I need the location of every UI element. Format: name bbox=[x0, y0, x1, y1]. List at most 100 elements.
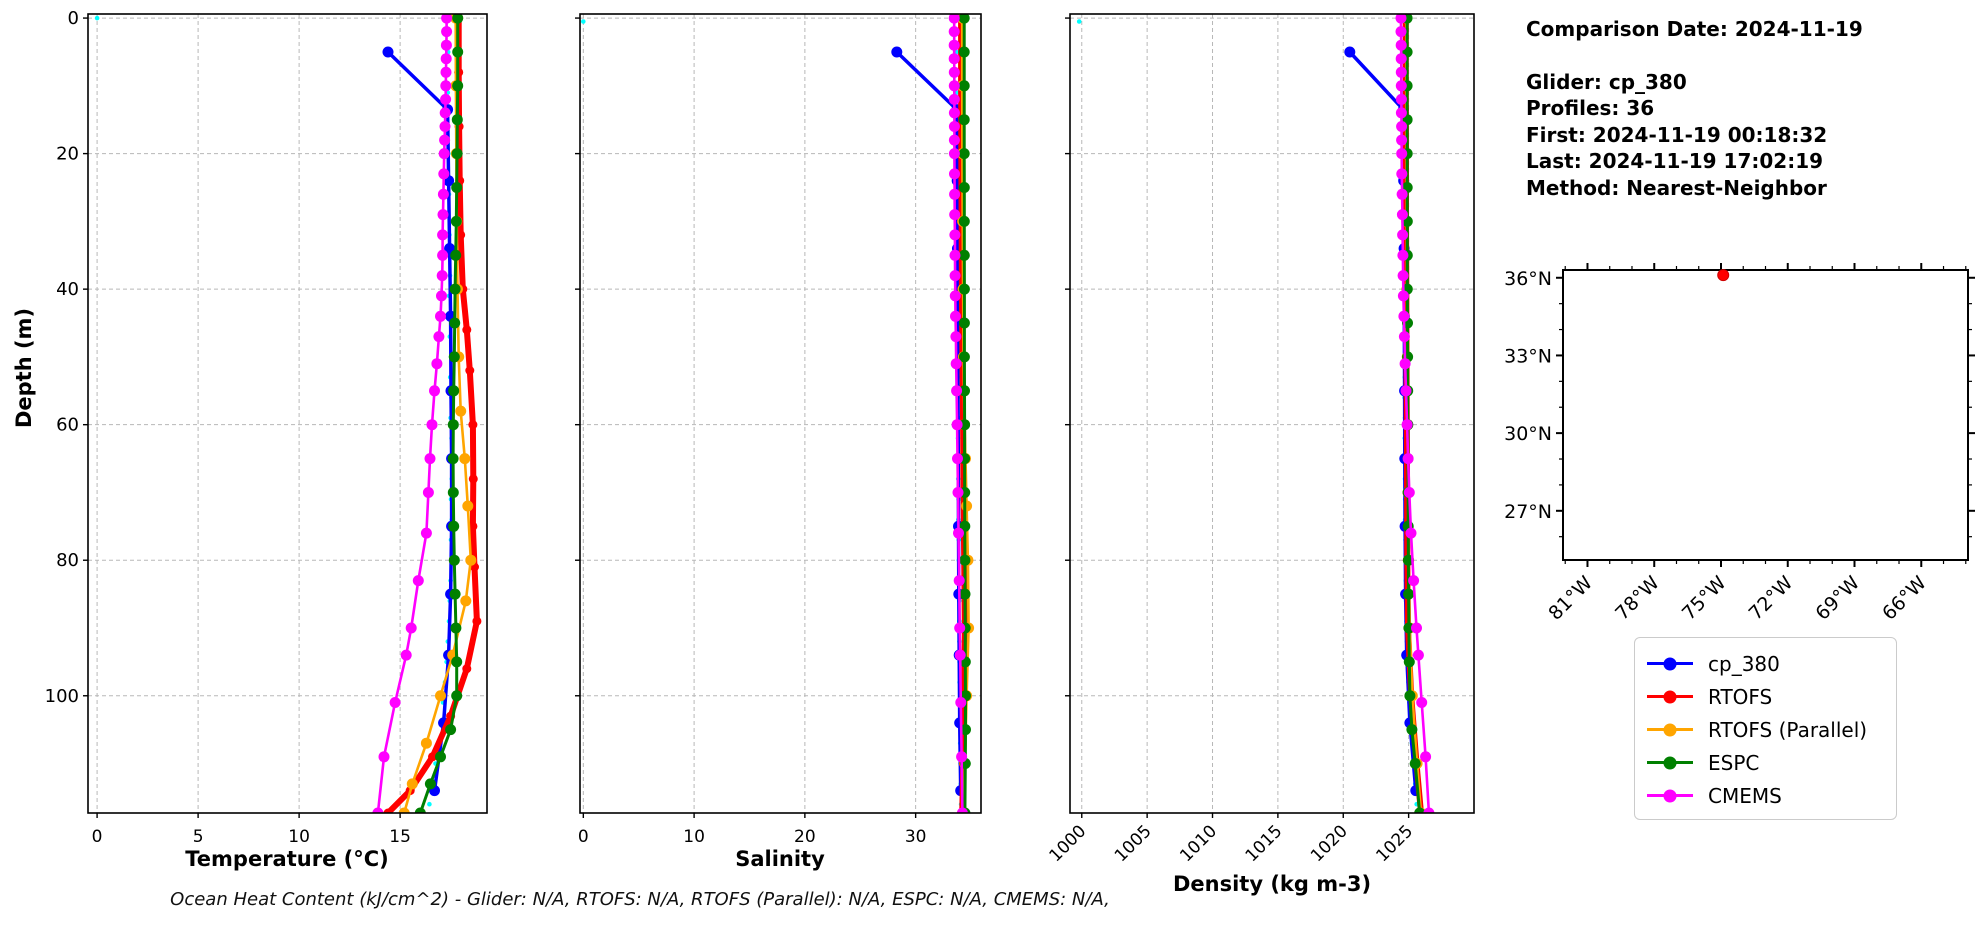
cmems-marker bbox=[954, 649, 966, 661]
espc-line-swatch bbox=[1647, 756, 1693, 769]
cmems-marker bbox=[440, 39, 452, 51]
espc-marker bbox=[452, 46, 464, 58]
cmems-marker bbox=[1397, 270, 1409, 282]
river bbox=[1563, 384, 1579, 397]
espc-marker bbox=[958, 215, 970, 227]
salinity-plot: 0 10 20 30 bbox=[575, 13, 982, 847]
density-series-layer bbox=[1076, 14, 1435, 813]
cmems-marker bbox=[440, 80, 452, 92]
sound-water bbox=[1681, 296, 1713, 300]
espc-marker bbox=[958, 182, 970, 193]
espc-marker bbox=[452, 14, 464, 24]
rtofs-marker bbox=[428, 752, 437, 762]
cmems-marker bbox=[1395, 14, 1407, 24]
x-tick-label: 1015 bbox=[1242, 821, 1287, 866]
island bbox=[1905, 372, 1910, 375]
cmems-marker bbox=[949, 188, 961, 200]
river bbox=[1567, 306, 1600, 348]
cmems-marker bbox=[378, 751, 390, 763]
map-frame bbox=[1562, 269, 1969, 561]
cp-380-raw-marker bbox=[1076, 19, 1082, 24]
cp-380-marker bbox=[1344, 46, 1356, 58]
cmems-marker bbox=[1397, 290, 1409, 302]
river bbox=[1607, 270, 1645, 322]
espc-marker bbox=[450, 249, 462, 261]
salinity-axis-label: Salinity bbox=[735, 847, 825, 871]
espc-marker bbox=[448, 385, 460, 397]
x-tick-label: 1000 bbox=[1046, 821, 1091, 866]
cmems-marker bbox=[949, 270, 961, 282]
cmems-marker bbox=[439, 121, 451, 132]
legend-item-cmems: CMEMS bbox=[1647, 779, 1888, 812]
legend-label-rtofs: RTOFS bbox=[1708, 684, 1773, 709]
lake bbox=[1586, 507, 1597, 517]
rtofs-temperature-line bbox=[385, 15, 480, 813]
density-plot: 1000 1005 1010 1015 1020 1025 bbox=[1046, 13, 1475, 866]
cmems-marker bbox=[948, 26, 960, 38]
info-block: Comparison Date: 2024-11-19 Glider: cp_3… bbox=[1526, 16, 1863, 201]
rtofs-parallel-marker bbox=[398, 807, 410, 813]
espc-marker bbox=[448, 520, 460, 532]
cp-380-marker bbox=[382, 46, 394, 58]
cmems-marker bbox=[1396, 121, 1408, 132]
river bbox=[1634, 270, 1671, 300]
cmems-line-swatch bbox=[1647, 789, 1693, 802]
island bbox=[1692, 520, 1698, 536]
espc-marker bbox=[448, 351, 460, 363]
espc-marker bbox=[447, 419, 459, 431]
cmems-marker bbox=[437, 249, 449, 261]
rtofs-marker bbox=[383, 808, 393, 813]
cmems-marker bbox=[956, 751, 968, 763]
map-lat-label: 30°N bbox=[1504, 423, 1552, 445]
legend-item-rtofs: RTOFS bbox=[1647, 680, 1888, 713]
legend: cp_380 RTOFS RTOFS (Parallel) ESPC CMEMS bbox=[1634, 637, 1897, 820]
method-text: Method: Nearest-Neighbor bbox=[1526, 175, 1827, 200]
sound-water bbox=[1675, 306, 1709, 310]
cmems-marker bbox=[438, 148, 450, 160]
espc-marker bbox=[451, 114, 463, 126]
river bbox=[1572, 420, 1580, 480]
cmems-marker bbox=[389, 697, 401, 708]
cp-380-raw-marker bbox=[581, 19, 586, 24]
rtofs-parallel-marker bbox=[961, 500, 973, 512]
cmems-marker bbox=[439, 107, 451, 119]
rtofs-parallel-marker-icon bbox=[1663, 723, 1677, 736]
espc-marker bbox=[451, 656, 463, 668]
glider-marker-icon bbox=[1663, 657, 1677, 670]
espc-marker bbox=[451, 690, 463, 702]
cmems-marker bbox=[1398, 310, 1410, 322]
espc-marker bbox=[447, 487, 459, 498]
cp-380-raw-marker bbox=[427, 801, 432, 807]
glider-line-swatch bbox=[1647, 657, 1693, 670]
espc-marker bbox=[960, 724, 971, 736]
espc-marker bbox=[959, 385, 970, 397]
river bbox=[1583, 280, 1625, 342]
map-lon-label: 66°W bbox=[1878, 572, 1931, 625]
river bbox=[1588, 505, 1590, 518]
cmems-marker bbox=[949, 249, 961, 261]
rtofs-marker bbox=[468, 474, 478, 484]
cmems-marker bbox=[948, 39, 960, 51]
cmems-marker bbox=[1398, 331, 1410, 343]
cmems-marker bbox=[420, 527, 432, 539]
cmems-marker bbox=[1397, 229, 1409, 241]
cmems-marker-icon bbox=[1663, 789, 1677, 802]
cmems-marker bbox=[1397, 249, 1409, 261]
rtofs-parallel-marker bbox=[455, 405, 467, 417]
x-tick-label: 1020 bbox=[1307, 821, 1352, 866]
density-axes-frame bbox=[1069, 13, 1475, 814]
depth-axis-label: Depth (m) bbox=[12, 307, 36, 429]
cmems-marker bbox=[948, 134, 960, 146]
espc-marker bbox=[958, 351, 970, 363]
map-lat-label: 27°N bbox=[1504, 501, 1552, 523]
cp-380-raw-marker bbox=[94, 15, 100, 21]
cmems-marker bbox=[950, 331, 962, 343]
espc-marker bbox=[958, 283, 970, 295]
espc-marker bbox=[1403, 656, 1415, 668]
cmems-marker bbox=[1402, 453, 1414, 465]
outer-banks-coastline bbox=[1690, 272, 1721, 314]
first-profile-text: First: 2024-11-19 00:18:32 bbox=[1526, 122, 1828, 147]
rtofs-parallel-marker bbox=[462, 500, 474, 512]
